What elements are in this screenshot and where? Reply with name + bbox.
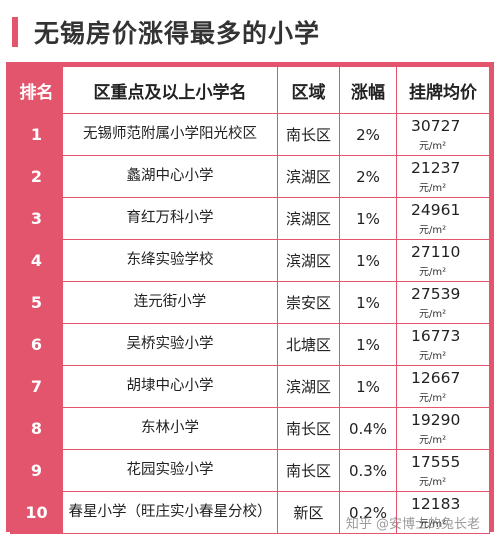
table-row: 2 蠡湖中心小学 滨湖区 2% 21237 元/m²: [10, 155, 490, 198]
header-rank: 排名: [10, 66, 63, 114]
table-row: 7 胡埭中心小学 滨湖区 1% 12667 元/m²: [10, 365, 490, 408]
cell-price: 30727 元/m²: [396, 113, 490, 156]
cell-rank: 8: [10, 407, 63, 450]
cell-rank: 1: [10, 113, 63, 156]
cell-district: 滨湖区: [277, 365, 340, 408]
table-row: 1 无锡师范附属小学阳光校区 南长区 2% 30727 元/m²: [10, 113, 490, 156]
cell-district: 滨湖区: [277, 155, 340, 198]
price-unit: 元/m²: [419, 518, 447, 530]
cell-school: 育红万科小学: [62, 197, 278, 240]
cell-price: 19290 元/m²: [396, 407, 490, 450]
table-header-row: 排名 区重点及以上小学名 区域 涨幅 挂牌均价: [10, 66, 490, 114]
price-value: 19290: [411, 410, 461, 429]
cell-district: 南长区: [277, 449, 340, 492]
cell-school: 东林小学: [62, 407, 278, 450]
table-row: 3 育红万科小学 滨湖区 1% 24961 元/m²: [10, 197, 490, 240]
cell-increase: 1%: [339, 239, 397, 282]
cell-school: 东绛实验学校: [62, 239, 278, 282]
price-unit: 元/m²: [419, 350, 447, 362]
cell-school: 吴桥实验小学: [62, 323, 278, 366]
cell-school: 花园实验小学: [62, 449, 278, 492]
price-unit: 元/m²: [419, 476, 447, 488]
cell-price: 27110 元/m²: [396, 239, 490, 282]
cell-district: 新区: [277, 491, 340, 534]
cell-increase: 1%: [339, 281, 397, 324]
header-price: 挂牌均价: [396, 66, 490, 114]
table-row: 5 连元街小学 崇安区 1% 27539 元/m²: [10, 281, 490, 324]
cell-increase: 0.3%: [339, 449, 397, 492]
cell-district: 崇安区: [277, 281, 340, 324]
cell-rank: 5: [10, 281, 63, 324]
cell-price: 27539 元/m²: [396, 281, 490, 324]
price-value: 24961: [411, 200, 461, 219]
cell-district: 北塘区: [277, 323, 340, 366]
cell-price: 16773 元/m²: [396, 323, 490, 366]
cell-price: 12183 元/m²: [396, 491, 490, 534]
price-value: 21237: [411, 158, 461, 177]
price-value: 30727: [411, 116, 461, 135]
cell-increase: 1%: [339, 365, 397, 408]
cell-rank: 10: [10, 491, 63, 534]
cell-school: 连元街小学: [62, 281, 278, 324]
title-accent-bar: [12, 17, 18, 47]
header-increase: 涨幅: [339, 66, 397, 114]
price-value: 27539: [411, 284, 461, 303]
price-unit: 元/m²: [419, 224, 447, 236]
cell-increase: 1%: [339, 197, 397, 240]
table-row: 8 东林小学 南长区 0.4% 19290 元/m²: [10, 407, 490, 450]
cell-price: 21237 元/m²: [396, 155, 490, 198]
table-row: 6 吴桥实验小学 北塘区 1% 16773 元/m²: [10, 323, 490, 366]
cell-increase: 0.4%: [339, 407, 397, 450]
price-unit: 元/m²: [419, 308, 447, 320]
cell-rank: 9: [10, 449, 63, 492]
cell-rank: 2: [10, 155, 63, 198]
cell-school: 胡埭中心小学: [62, 365, 278, 408]
price-unit: 元/m²: [419, 182, 447, 194]
price-unit: 元/m²: [419, 434, 447, 446]
cell-price: 24961 元/m²: [396, 197, 490, 240]
price-unit: 元/m²: [419, 266, 447, 278]
ranking-table: 排名 区重点及以上小学名 区域 涨幅 挂牌均价 1 无锡师范附属小学阳光校区 南长区…: [10, 66, 490, 534]
table-row: 4 东绛实验学校 滨湖区 1% 27110 元/m²: [10, 239, 490, 282]
page-title: 无锡房价涨得最多的小学: [34, 19, 321, 48]
cell-rank: 4: [10, 239, 63, 282]
cell-district: 南长区: [277, 113, 340, 156]
cell-school: 蠡湖中心小学: [62, 155, 278, 198]
cell-district: 滨湖区: [277, 239, 340, 282]
price-value: 27110: [411, 242, 461, 261]
cell-school: 无锡师范附属小学阳光校区: [62, 113, 278, 156]
price-unit: 元/m²: [419, 392, 447, 404]
table-row: 9 花园实验小学 南长区 0.3% 17555 元/m²: [10, 449, 490, 492]
price-unit: 元/m²: [419, 140, 447, 152]
cell-increase: 2%: [339, 155, 397, 198]
cell-increase: 1%: [339, 323, 397, 366]
cell-price: 12667 元/m²: [396, 365, 490, 408]
price-value: 12667: [411, 368, 461, 387]
header-school: 区重点及以上小学名: [62, 66, 278, 114]
cell-rank: 6: [10, 323, 63, 366]
title-row: 无锡房价涨得最多的小学: [0, 14, 500, 50]
cell-school: 春星小学（旺庄实小春星分校）: [62, 491, 278, 534]
cell-district: 滨湖区: [277, 197, 340, 240]
cell-rank: 7: [10, 365, 63, 408]
ranking-table-frame: 排名 区重点及以上小学名 区域 涨幅 挂牌均价 1 无锡师范附属小学阳光校区 南长区…: [6, 62, 494, 534]
cell-district: 南长区: [277, 407, 340, 450]
price-value: 17555: [411, 452, 461, 471]
header-district: 区域: [277, 66, 340, 114]
price-value: 16773: [411, 326, 461, 345]
cell-increase: 2%: [339, 113, 397, 156]
table-row: 10 春星小学（旺庄实小春星分校） 新区 0.2% 12183 元/m²: [10, 491, 490, 534]
cell-increase: 0.2%: [339, 491, 397, 534]
cell-price: 17555 元/m²: [396, 449, 490, 492]
price-value: 12183: [411, 494, 461, 513]
cell-rank: 3: [10, 197, 63, 240]
